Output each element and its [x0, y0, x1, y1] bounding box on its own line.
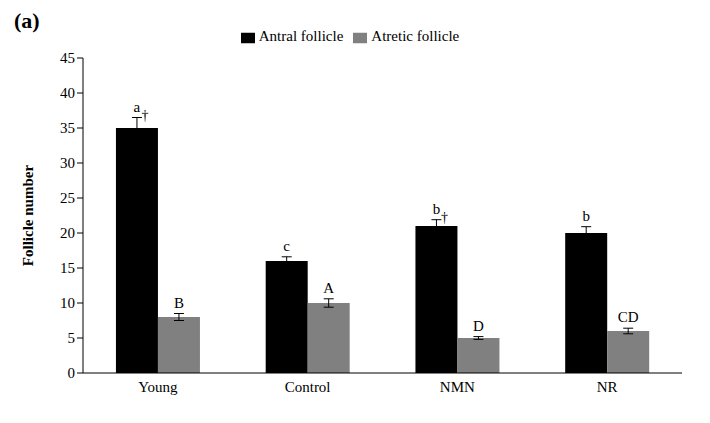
svg-text:NR: NR — [597, 379, 618, 395]
svg-text:0: 0 — [68, 365, 76, 381]
html-text:(a): (a) — [14, 8, 40, 33]
svg-text:45: 45 — [60, 50, 75, 66]
svg-text:30: 30 — [60, 155, 75, 171]
svg-text:40: 40 — [60, 85, 75, 101]
svg-text:a: a — [134, 99, 141, 115]
html-text:Antral follicle: Antral follicle — [258, 28, 344, 44]
svg-text:35: 35 — [60, 120, 75, 136]
svg-text:5: 5 — [68, 330, 76, 346]
svg-text:A: A — [323, 280, 334, 296]
svg-text:15: 15 — [60, 260, 75, 276]
svg-text:10: 10 — [60, 295, 75, 311]
svg-text:20: 20 — [60, 225, 75, 241]
svg-text:25: 25 — [60, 190, 75, 206]
html-text:Atretic follicle: Atretic follicle — [371, 28, 460, 44]
svg-text:NMN: NMN — [440, 379, 475, 395]
svg-text:B: B — [174, 295, 184, 311]
svg-text:b: b — [582, 208, 590, 224]
svg-text:Control: Control — [285, 379, 331, 395]
svg-text:b: b — [433, 201, 441, 217]
svg-text:†: † — [141, 108, 148, 123]
svg-text:Young: Young — [138, 379, 178, 395]
svg-text:c: c — [283, 238, 290, 254]
svg-text:CD: CD — [618, 309, 639, 325]
svg-text:Follicle number: Follicle number — [20, 165, 36, 267]
svg-text:D: D — [473, 318, 484, 334]
svg-text:†: † — [441, 210, 448, 225]
